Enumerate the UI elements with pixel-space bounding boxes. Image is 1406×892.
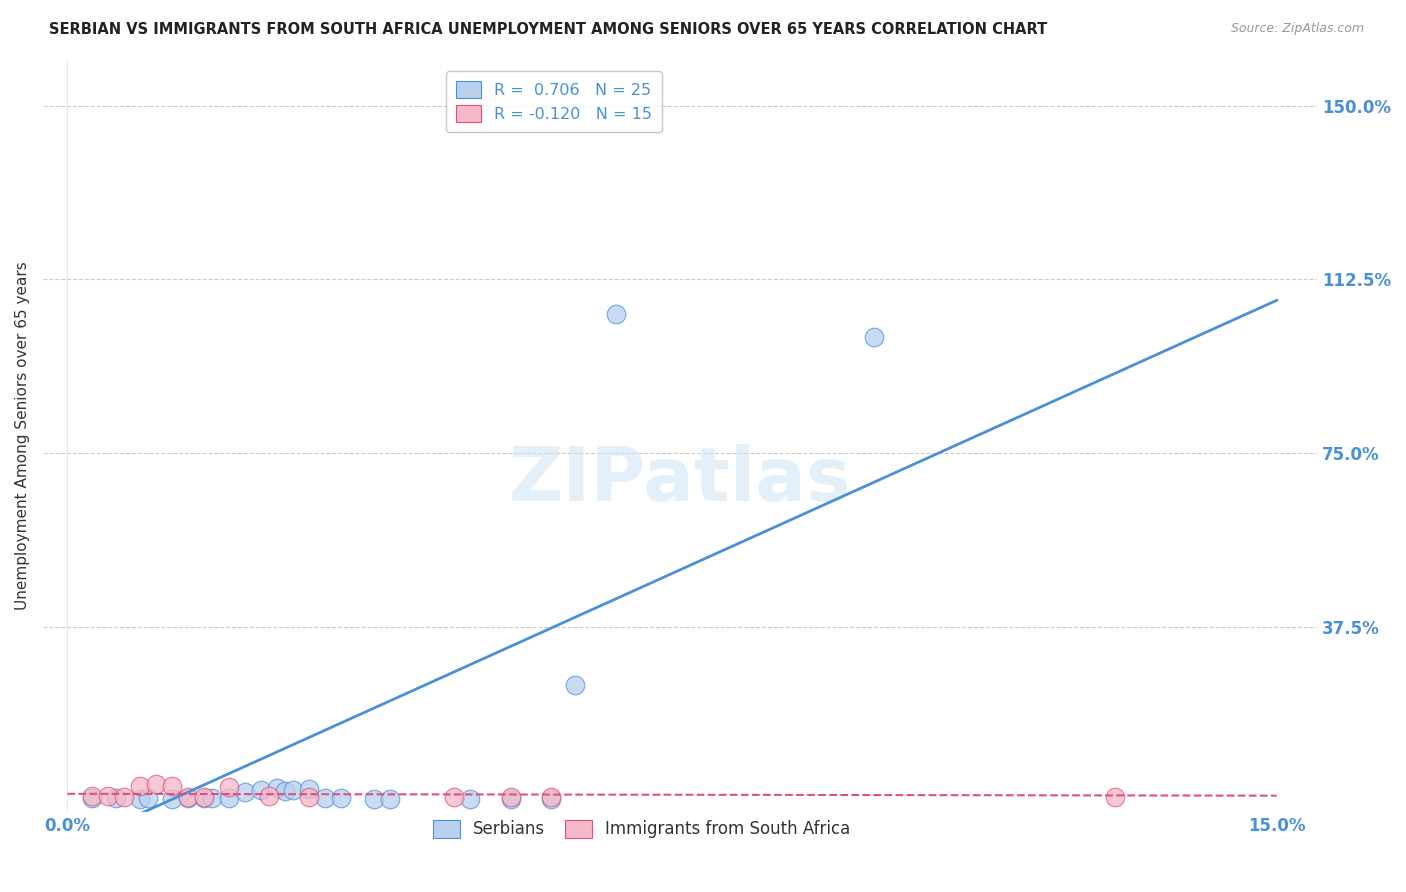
- Point: [540, 789, 562, 804]
- Point: [460, 792, 482, 806]
- Point: [97, 789, 120, 803]
- Point: [363, 792, 385, 806]
- Point: [314, 791, 336, 805]
- Point: [862, 330, 884, 344]
- Point: [129, 780, 152, 794]
- Point: [540, 792, 562, 806]
- Legend: Serbians, Immigrants from South Africa: Serbians, Immigrants from South Africa: [426, 813, 858, 845]
- Point: [443, 789, 465, 804]
- Point: [201, 791, 224, 805]
- Point: [177, 791, 200, 805]
- Text: Source: ZipAtlas.com: Source: ZipAtlas.com: [1230, 22, 1364, 36]
- Point: [499, 792, 522, 806]
- Point: [233, 785, 256, 799]
- Point: [80, 789, 103, 803]
- Text: ZIPatlas: ZIPatlas: [509, 444, 852, 517]
- Point: [378, 792, 401, 806]
- Point: [218, 791, 240, 805]
- Point: [281, 783, 304, 797]
- Point: [218, 780, 240, 795]
- Point: [266, 781, 288, 796]
- Point: [274, 784, 297, 798]
- Point: [499, 789, 522, 804]
- Point: [136, 791, 159, 805]
- Point: [605, 307, 627, 321]
- Point: [160, 780, 183, 794]
- Point: [80, 791, 103, 805]
- Point: [257, 789, 280, 803]
- Point: [193, 789, 215, 804]
- Point: [112, 789, 135, 804]
- Y-axis label: Unemployment Among Seniors over 65 years: Unemployment Among Seniors over 65 years: [15, 261, 30, 610]
- Point: [160, 792, 183, 806]
- Point: [298, 789, 321, 804]
- Point: [298, 781, 321, 796]
- Point: [193, 790, 215, 805]
- Text: SERBIAN VS IMMIGRANTS FROM SOUTH AFRICA UNEMPLOYMENT AMONG SENIORS OVER 65 YEARS: SERBIAN VS IMMIGRANTS FROM SOUTH AFRICA …: [49, 22, 1047, 37]
- Point: [104, 791, 127, 805]
- Point: [129, 792, 152, 806]
- Point: [1104, 789, 1126, 804]
- Point: [330, 791, 353, 805]
- Point: [564, 677, 586, 691]
- Point: [177, 789, 200, 804]
- Point: [250, 783, 273, 797]
- Point: [145, 777, 167, 791]
